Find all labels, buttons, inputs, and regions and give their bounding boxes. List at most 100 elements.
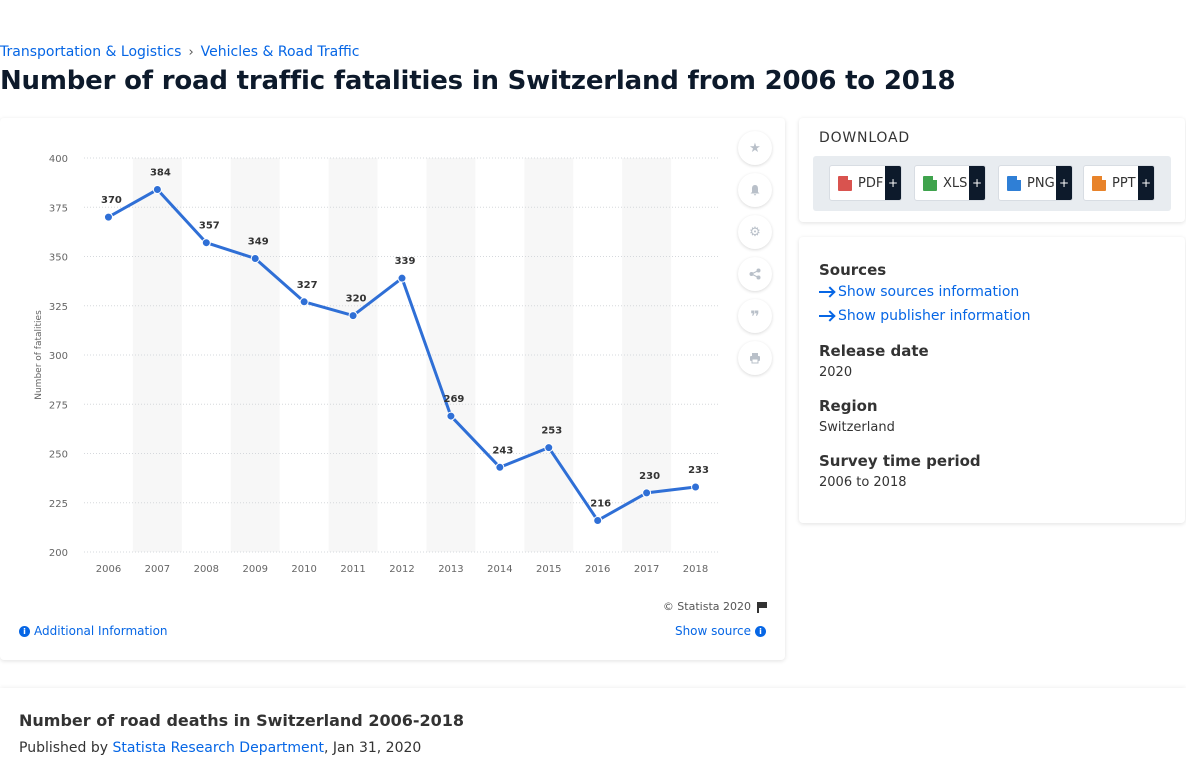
- y-tick-label: 400: [49, 154, 68, 165]
- info-icon: i: [755, 625, 766, 637]
- download-title: DOWNLOAD: [819, 130, 910, 146]
- star-icon: ★: [749, 140, 761, 156]
- data-point: [250, 253, 260, 263]
- copyright-text: © Statista 2020: [662, 600, 751, 613]
- breadcrumb-link-vehicles[interactable]: Vehicles & Road Traffic: [200, 44, 360, 60]
- line-chart: 200 225 250 275 300 325 350 375 400 2006 2007 2008 2…: [34, 154, 720, 575]
- download-png-label: PNG: [1027, 175, 1055, 191]
- download-card: DOWNLOAD PDF + XLS + PNG + PPT +: [799, 118, 1185, 222]
- y-tick-label: 200: [49, 548, 68, 559]
- y-tick-label: 225: [49, 499, 68, 510]
- region-value: Switzerland: [819, 420, 895, 435]
- data-point: [446, 411, 456, 421]
- data-label: 357: [199, 221, 220, 232]
- x-tick-label: 2010: [291, 564, 316, 575]
- download-ppt-button[interactable]: PPT +: [1083, 165, 1155, 201]
- share-icon: [749, 268, 761, 280]
- y-tick-label: 300: [49, 351, 68, 362]
- release-date-heading: Release date: [819, 342, 929, 360]
- data-label: 384: [150, 168, 171, 179]
- breadcrumb-link-transportation[interactable]: Transportation & Logistics: [0, 44, 182, 60]
- column-band: [524, 158, 574, 552]
- chart-copyright: © Statista 2020: [663, 600, 767, 613]
- settings-button[interactable]: ⚙: [738, 215, 772, 249]
- additional-information-label: Additional Information: [34, 624, 168, 638]
- data-point: [103, 212, 113, 222]
- column-band: [328, 158, 378, 552]
- y-tick-label: 275: [49, 400, 68, 411]
- data-label: 339: [395, 256, 416, 267]
- download-bar: PDF + XLS + PNG + PPT +: [813, 156, 1171, 211]
- x-tick-label: 2008: [194, 564, 219, 575]
- notification-button[interactable]: [738, 173, 772, 207]
- download-pdf-button[interactable]: PDF +: [829, 165, 902, 201]
- data-point: [152, 185, 162, 195]
- download-ppt-label: PPT: [1112, 175, 1136, 191]
- plus-icon: +: [969, 166, 985, 200]
- plus-icon: +: [885, 166, 901, 200]
- plus-icon: +: [1056, 166, 1072, 200]
- x-tick-label: 2011: [340, 564, 365, 575]
- pdf-file-icon: [838, 175, 852, 191]
- show-source-label: Show source: [674, 624, 751, 638]
- data-point: [544, 443, 554, 453]
- survey-period-value: 2006 to 2018: [819, 475, 907, 490]
- y-tick-label: 250: [49, 450, 68, 461]
- print-button[interactable]: [738, 341, 772, 375]
- published-by-label: Published by: [19, 740, 113, 756]
- additional-information-link[interactable]: i Additional Information: [19, 624, 168, 638]
- data-point: [348, 311, 358, 321]
- data-label: 253: [541, 426, 562, 437]
- publish-date: , Jan 31, 2020: [324, 740, 422, 756]
- description-title: Number of road deaths in Switzerland 200…: [19, 711, 465, 730]
- statistic-info-card: Sources Show sources information Show pu…: [799, 237, 1185, 523]
- x-tick-label: 2007: [145, 564, 170, 575]
- x-tick-label: 2009: [243, 564, 268, 575]
- gear-icon: ⚙: [749, 224, 761, 240]
- download-xls-label: XLS: [943, 175, 968, 191]
- data-label: 233: [688, 465, 709, 476]
- publisher-link[interactable]: Statista Research Department: [112, 740, 325, 756]
- chart-toolbar: ★ ⚙ ❞: [738, 131, 772, 383]
- share-button[interactable]: [738, 257, 772, 291]
- show-sources-link[interactable]: Show sources information: [819, 284, 1019, 300]
- cite-button[interactable]: ❞: [738, 299, 772, 333]
- sources-heading: Sources: [819, 261, 887, 279]
- x-tick-label: 2015: [536, 564, 561, 575]
- download-pdf-label: PDF: [858, 175, 884, 191]
- chart-card: 200 225 250 275 300 325 350 375 400 2006 2007 2008 2…: [0, 118, 785, 660]
- plus-icon: +: [1138, 166, 1154, 200]
- favorite-button[interactable]: ★: [738, 131, 772, 165]
- xls-file-icon: [923, 175, 937, 191]
- breadcrumb: Transportation & Logistics › Vehicles & …: [0, 43, 360, 61]
- show-publisher-link[interactable]: Show publisher information: [819, 308, 1030, 324]
- flag-icon[interactable]: [757, 601, 767, 613]
- data-label: 349: [248, 236, 269, 247]
- release-date-value: 2020: [819, 365, 853, 380]
- page-title: Number of road traffic fatalities in Swi…: [0, 66, 956, 96]
- x-tick-label: 2018: [683, 564, 708, 575]
- download-xls-button[interactable]: XLS +: [914, 165, 986, 201]
- data-point: [201, 238, 211, 248]
- y-axis-label: Number of fatalities: [34, 310, 44, 400]
- show-source-link[interactable]: Show source i: [675, 624, 766, 638]
- data-label: 243: [492, 445, 513, 456]
- x-tick-label: 2012: [389, 564, 414, 575]
- arrow-right-icon: [819, 291, 833, 293]
- breadcrumb-separator: ›: [188, 44, 194, 60]
- x-tick-label: 2017: [634, 564, 659, 575]
- data-point: [642, 488, 652, 498]
- survey-period-heading: Survey time period: [819, 452, 981, 470]
- region-heading: Region: [819, 397, 878, 415]
- x-tick-label: 2013: [438, 564, 463, 575]
- published-by-line: Published by Statista Research Departmen…: [19, 740, 421, 756]
- info-icon: i: [19, 625, 30, 637]
- download-png-button[interactable]: PNG +: [998, 165, 1073, 201]
- show-sources-label: Show sources information: [838, 284, 1020, 300]
- data-point: [495, 462, 505, 472]
- show-publisher-label: Show publisher information: [838, 308, 1031, 324]
- description-card: Number of road deaths in Switzerland 200…: [0, 688, 1186, 760]
- data-point: [299, 297, 309, 307]
- x-tick-label: 2006: [96, 564, 121, 575]
- data-point: [397, 273, 407, 283]
